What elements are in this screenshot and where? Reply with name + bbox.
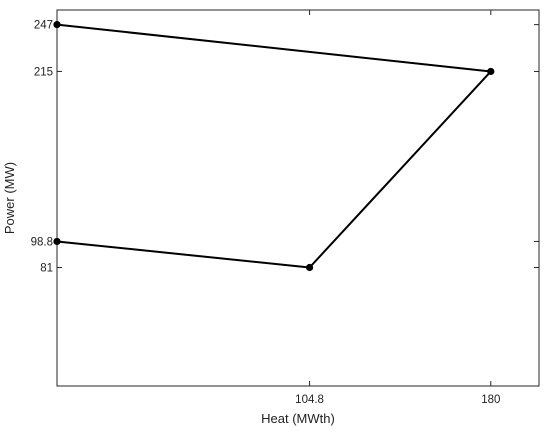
y-axis: 81 98.8 215 247 [31,20,539,274]
series-line [56,23,492,269]
x-tick-label: 180 [481,394,500,406]
y-tick-label: 215 [34,66,53,78]
y-tick-label: 247 [34,20,53,32]
x-axis-label: Heat (MWth) [261,411,335,426]
y-tick-label: 98.8 [31,236,53,248]
data-point [53,237,61,246]
data-point [53,21,61,29]
series-layer [53,21,495,272]
y-axis-label: Power (MW) [2,162,17,234]
x-axis: 104.8 180 [295,10,500,406]
plot-area-frame [56,9,540,387]
x-tick-label: 104.8 [295,394,324,406]
y-tick-label: 81 [40,262,53,274]
data-point [487,67,495,76]
data-point [305,263,314,272]
